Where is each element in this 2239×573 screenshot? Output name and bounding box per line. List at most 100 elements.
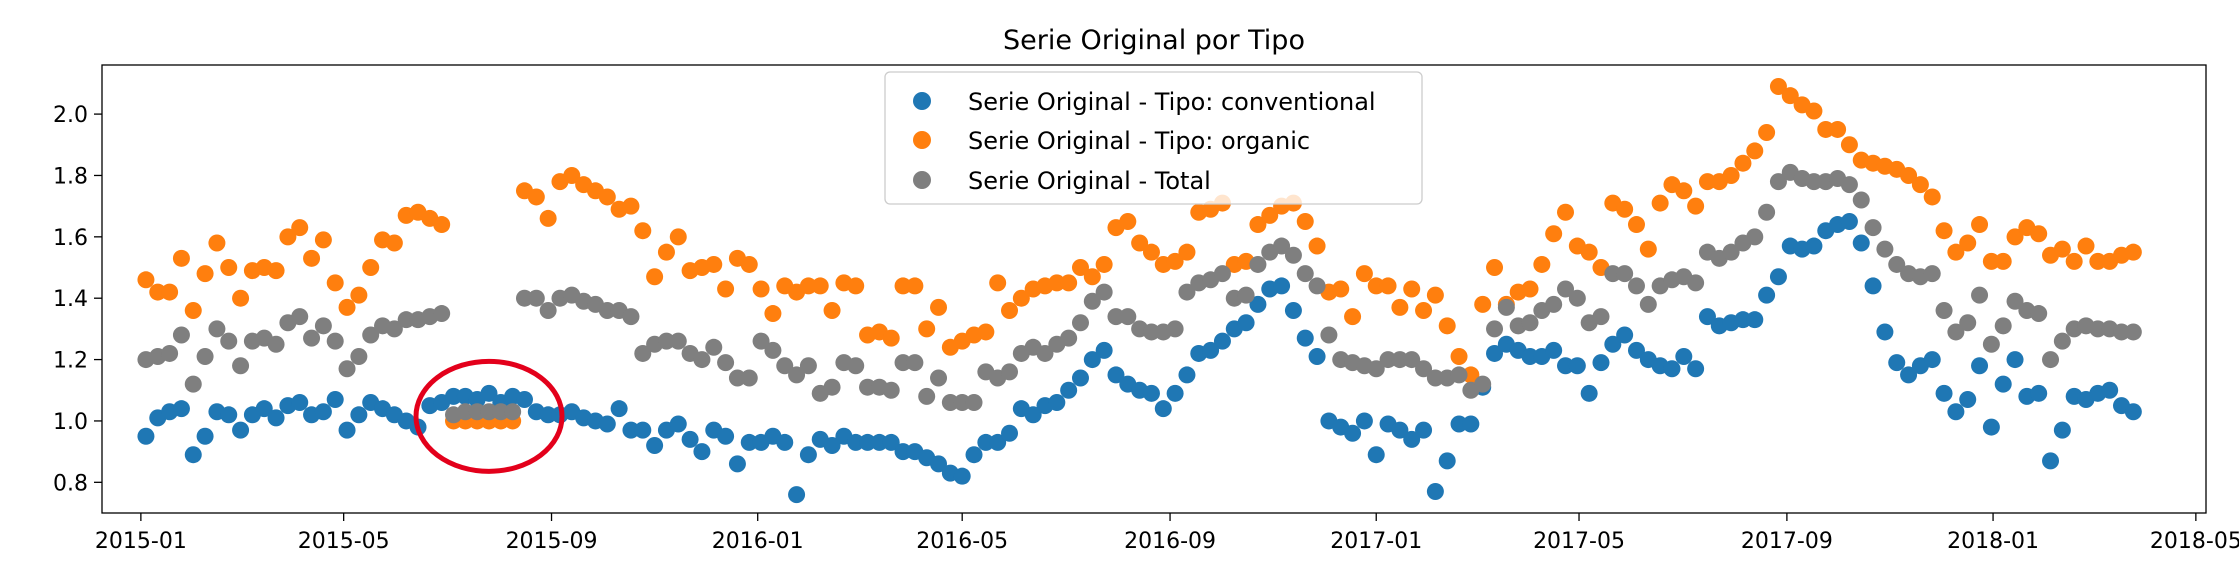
total-point [799,357,817,375]
total-point [468,403,486,421]
organic-point [172,249,190,267]
organic-point [1379,277,1397,295]
conventional-point [1852,234,1870,252]
organic-point [1781,87,1799,105]
conventional-point [1048,394,1066,412]
conventional-point [232,421,250,439]
total-point [1379,351,1397,369]
organic-point [1651,194,1669,212]
conventional-point [1805,237,1823,255]
organic-point [1415,301,1433,319]
total-point [941,394,959,412]
organic-point [2124,243,2142,261]
organic-point [1012,289,1030,307]
organic-point [1557,203,1575,221]
conventional-point [646,436,664,454]
organic-point [1403,280,1421,298]
conventional-point [1462,415,1480,433]
total-point [1687,274,1705,292]
total-point [598,301,616,319]
organic-point [1639,240,1657,258]
total-point [1947,323,1965,341]
x-tick-label: 2017-05 [1533,529,1625,554]
organic-point [1166,252,1184,270]
organic-point [2077,237,2095,255]
conventional-point [1568,357,1586,375]
total-point [1119,308,1137,326]
total-point [1237,286,1255,304]
total-point [882,381,900,399]
y-tick-label: 1.8 [53,164,88,189]
total-point [669,332,687,350]
y-axis-ticks: 0.8 1.0 1.2 1.4 1.6 1.8 2.0 [53,103,102,496]
legend-marker-total [913,171,931,189]
total-point [1060,329,1078,347]
organic-point [196,265,214,283]
organic-point [1971,216,1989,234]
conventional-point [669,415,687,433]
conventional-point [539,406,557,424]
conventional-point [953,467,971,485]
conventional-point [1994,375,2012,393]
conventional-point [137,427,155,445]
total-point [1746,228,1764,246]
organic-point [137,271,155,289]
conventional-point [1071,369,1089,387]
organic-point [1982,252,2000,270]
organic-point [717,280,735,298]
organic-point [823,301,841,319]
total-point [1166,320,1184,338]
total-point [622,308,640,326]
y-tick-label: 2.0 [53,103,88,128]
organic-point [291,219,309,237]
organic-point [1450,348,1468,366]
total-point [539,301,557,319]
total-point [314,317,332,335]
conventional-point [1758,286,1776,304]
organic-point [1332,280,1350,298]
total-point [953,394,971,412]
legend: Serie Original - Tipo: conventional Seri… [884,71,1423,205]
total-point [527,289,545,307]
conventional-point [1545,341,1563,359]
conventional-point [977,433,995,451]
organic-point [752,280,770,298]
conventional-point [1947,403,1965,421]
organic-point [232,289,250,307]
total-point [1592,308,1610,326]
conventional-point [338,421,356,439]
total-point [1036,344,1054,362]
conventional-point [1864,277,1882,295]
conventional-point [1403,430,1421,448]
organic-point [1426,286,1444,304]
conventional-point [1627,341,1645,359]
conventional-point [445,387,463,405]
organic-point [267,262,285,280]
organic-point [1935,222,1953,240]
conventional-point [1923,351,1941,369]
organic-point [1344,308,1362,326]
conventional-point [2053,421,2071,439]
conventional-point [965,446,983,464]
total-point [740,369,758,387]
organic-point [161,283,179,301]
conventional-point [326,390,344,408]
organic-point [811,277,829,295]
total-point [184,375,202,393]
organic-point [1959,234,1977,252]
organic-point [1769,77,1787,95]
legend-label-total: Serie Original - Total [968,167,1211,195]
total-point [1888,255,1906,273]
data-points [137,77,2142,504]
organic-point [1616,200,1634,218]
organic-point [433,216,451,234]
series-conventional [137,212,2142,504]
conventional-point [634,421,652,439]
conventional-point [1840,212,1858,230]
organic-point [208,234,226,252]
organic-point [1060,274,1078,292]
total-point [220,332,238,350]
y-tick-label: 1.2 [53,349,88,374]
conventional-point [1284,301,1302,319]
organic-point [622,197,640,215]
